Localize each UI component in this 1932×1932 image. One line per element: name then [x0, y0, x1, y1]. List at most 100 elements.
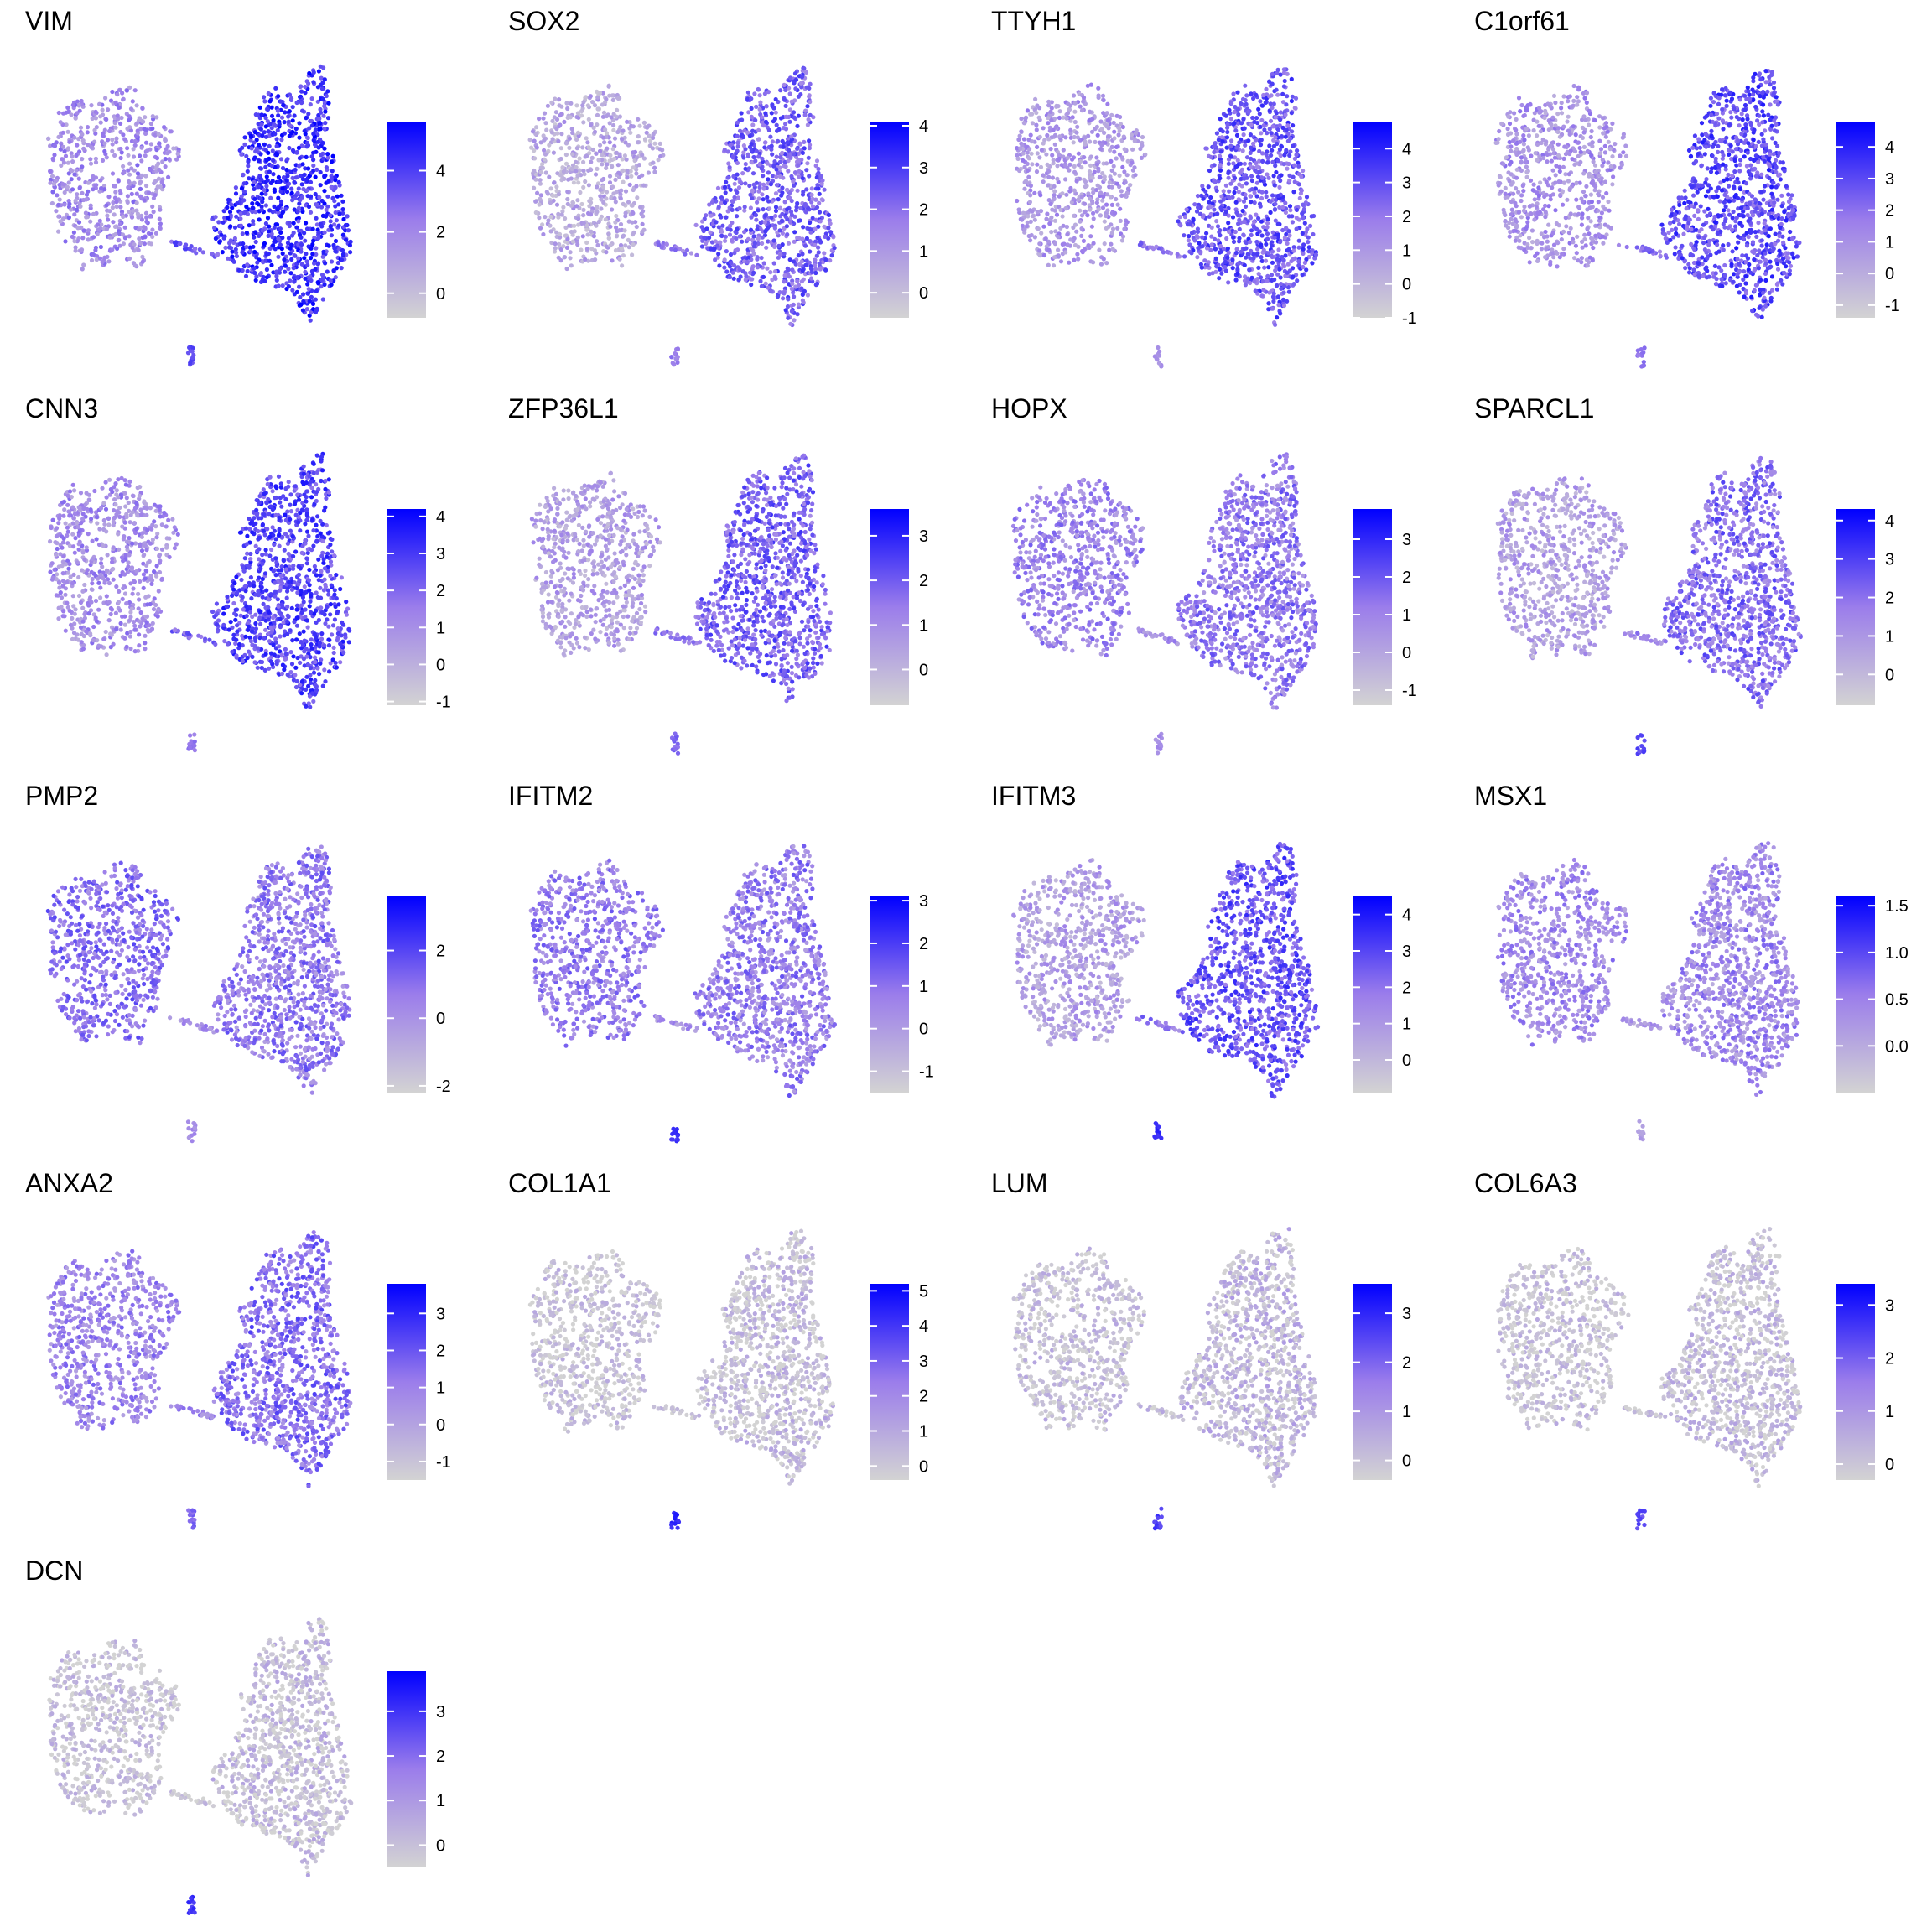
cell-point: [722, 257, 727, 262]
cell-point: [1076, 257, 1081, 262]
cell-point: [304, 252, 309, 257]
cell-point: [294, 100, 299, 106]
cell-point: [595, 210, 600, 215]
cell-point: [257, 217, 262, 222]
cell-point: [745, 236, 751, 242]
cell-point: [576, 180, 581, 185]
cell-point: [302, 173, 307, 178]
cell-point: [564, 152, 569, 158]
cell-point: [225, 205, 230, 210]
cell-point: [599, 206, 604, 211]
cell-point: [569, 101, 574, 106]
cell-point: [1100, 205, 1106, 210]
cell-point: [1208, 211, 1213, 217]
cell-point: [316, 69, 321, 74]
cell-point: [581, 207, 586, 212]
cell-point: [57, 197, 62, 202]
cell-point: [1090, 117, 1095, 122]
cell-point: [1178, 223, 1183, 228]
cell-point: [63, 239, 68, 244]
cell-point: [1244, 255, 1249, 260]
cell-point: [127, 125, 132, 130]
cell-point: [793, 86, 798, 91]
cell-point: [287, 181, 292, 186]
cell-point: [1275, 315, 1280, 320]
cell-point: [77, 185, 82, 190]
cell-point: [329, 259, 335, 264]
cell-point: [329, 233, 334, 238]
cell-point: [1033, 96, 1038, 101]
cell-point: [808, 81, 813, 86]
cell-point: [776, 138, 781, 143]
cell-point: [756, 154, 761, 159]
cell-point: [806, 155, 811, 160]
cell-point: [782, 97, 787, 102]
cell-point: [1222, 227, 1227, 232]
cell-point: [300, 108, 305, 113]
cell-point: [276, 195, 281, 200]
cell-point: [630, 203, 635, 208]
cell-point: [1037, 242, 1042, 247]
cell-point: [172, 241, 178, 246]
cell-point: [250, 205, 255, 210]
cell-point: [568, 250, 573, 255]
cell-point: [309, 96, 314, 101]
cell-point: [309, 154, 314, 159]
cell-point: [1288, 149, 1293, 154]
cell-point: [97, 101, 102, 106]
cell-point: [67, 139, 72, 144]
cell-point: [1022, 186, 1027, 191]
cell-point: [737, 128, 743, 133]
panel-title: TTYH1: [991, 6, 1076, 36]
cell-point: [56, 134, 61, 139]
cell-point: [1133, 173, 1138, 178]
cell-point: [743, 162, 748, 167]
cell-point: [1109, 222, 1114, 227]
cell-point: [143, 226, 148, 231]
cell-point: [65, 146, 71, 151]
cell-point: [594, 151, 599, 156]
cell-point: [1286, 247, 1291, 252]
cell-point: [275, 108, 281, 113]
cell-point: [562, 176, 567, 181]
cell-point: [1207, 168, 1213, 174]
cell-point: [107, 209, 112, 214]
cell-point: [574, 169, 579, 174]
cell-point: [143, 115, 148, 120]
cell-point: [787, 119, 792, 124]
cell-point: [1200, 235, 1205, 240]
cell-point: [1177, 215, 1182, 220]
cell-point: [158, 226, 163, 231]
cell-point: [1218, 153, 1223, 158]
cell-point: [252, 249, 257, 255]
cell-point: [1054, 212, 1060, 217]
cell-point: [791, 302, 796, 307]
cell-point: [565, 106, 570, 112]
cell-point: [143, 210, 149, 216]
cell-point: [1058, 259, 1064, 264]
cell-point: [1139, 155, 1144, 160]
cell-point: [52, 153, 57, 158]
cell-point: [309, 310, 314, 315]
cell-point: [158, 221, 163, 226]
cell-point: [288, 246, 293, 251]
cell-point: [783, 103, 788, 108]
cell-point: [1052, 242, 1057, 247]
cell-point: [93, 247, 98, 252]
cell-point: [1229, 101, 1234, 106]
cell-point: [112, 212, 117, 217]
cell-point: [780, 219, 785, 224]
cell-point: [1285, 94, 1290, 99]
cell-point: [652, 141, 657, 146]
cell-point: [1129, 132, 1135, 138]
cell-point: [601, 200, 606, 205]
cell-point: [1046, 262, 1051, 267]
cell-point: [1255, 231, 1260, 236]
cell-point: [1252, 279, 1257, 284]
cell-point: [69, 151, 74, 156]
cell-point: [244, 245, 249, 250]
cell-point: [730, 155, 735, 160]
cell-point: [1230, 257, 1235, 262]
cell-point: [1058, 207, 1063, 212]
cell-point: [316, 281, 321, 286]
